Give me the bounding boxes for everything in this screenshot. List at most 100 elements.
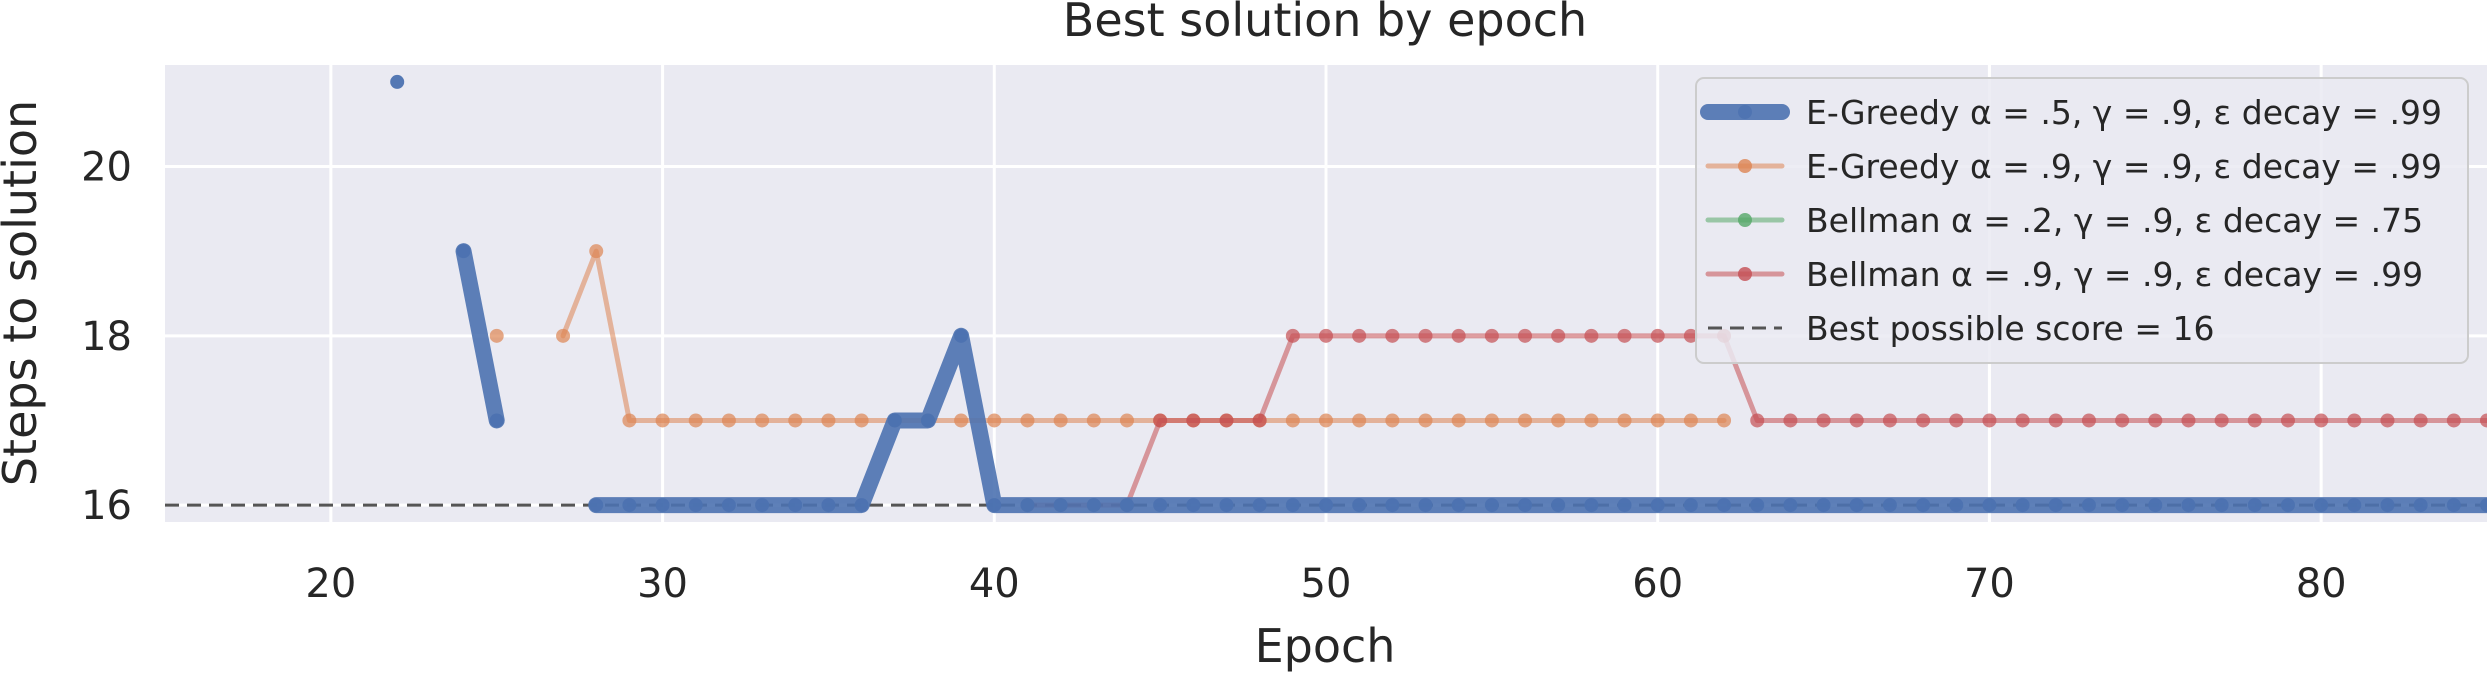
x-tick-label: 30: [637, 561, 688, 607]
data-point: [489, 413, 504, 428]
data-point: [1949, 413, 1964, 428]
data-point: [2446, 413, 2461, 428]
data-point: [1783, 498, 1798, 513]
data-point: [1717, 413, 1732, 428]
legend-marker: [1738, 213, 1752, 227]
data-point: [1418, 498, 1433, 513]
legend-box: [1695, 77, 2469, 364]
data-point: [1750, 498, 1765, 513]
x-tick-label: 80: [2296, 561, 2347, 607]
data-point: [589, 498, 604, 513]
data-point: [2148, 498, 2163, 513]
data-point: [1219, 413, 1234, 428]
data-point: [1849, 498, 1864, 513]
data-point: [655, 498, 670, 513]
legend-marker: [1738, 105, 1752, 119]
data-point: [489, 328, 504, 343]
data-point: [1319, 328, 1333, 343]
data-point: [2247, 413, 2262, 428]
data-point: [1617, 498, 1632, 513]
data-point: [1385, 498, 1400, 513]
data-point: [1717, 498, 1732, 513]
data-point: [1352, 498, 1367, 513]
data-point: [1186, 498, 1201, 513]
data-point: [1750, 413, 1765, 428]
data-point: [1451, 328, 1466, 343]
data-point: [755, 498, 770, 513]
data-point: [2314, 413, 2329, 428]
data-point: [2280, 498, 2295, 513]
data-point: [1683, 413, 1698, 428]
data-point: [2347, 413, 2362, 428]
data-point: [1518, 498, 1533, 513]
data-point: [2081, 413, 2096, 428]
x-tick-label: 60: [1632, 561, 1683, 607]
data-point: [1551, 413, 1566, 428]
data-point: [2380, 413, 2395, 428]
data-point: [1418, 328, 1433, 343]
data-point: [1518, 413, 1533, 428]
data-point: [1584, 413, 1599, 428]
data-point: [987, 413, 1002, 428]
data-point: [1982, 413, 1997, 428]
data-point: [2015, 498, 2030, 513]
data-point: [1186, 413, 1201, 428]
data-point: [854, 498, 869, 513]
data-point: [2280, 413, 2295, 428]
y-axis-label: Steps to solution: [0, 100, 47, 486]
y-tick-label: 18: [81, 314, 132, 360]
data-point: [1319, 413, 1333, 428]
data-point: [1086, 498, 1101, 513]
data-point: [954, 413, 969, 428]
data-point: [2115, 413, 2130, 428]
data-point: [2115, 498, 2130, 513]
data-point: [1916, 413, 1931, 428]
data-point: [2413, 498, 2428, 513]
data-point: [390, 74, 405, 89]
data-point: [1451, 413, 1466, 428]
data-point: [1153, 498, 1168, 513]
data-point: [1617, 328, 1632, 343]
data-point: [1982, 498, 1997, 513]
data-point: [1484, 498, 1499, 513]
data-point: [2181, 413, 2196, 428]
data-point: [622, 498, 637, 513]
x-tick-label: 20: [305, 561, 356, 607]
data-point: [1683, 328, 1698, 343]
data-point: [1352, 328, 1367, 343]
data-point: [1916, 498, 1931, 513]
data-point: [1551, 498, 1566, 513]
x-tick-label: 70: [1964, 561, 2015, 607]
data-point: [1617, 413, 1632, 428]
data-point: [920, 413, 935, 428]
series-4: [1020, 328, 2487, 513]
data-point: [1551, 328, 1566, 343]
y-tick-labels: 16 18 20: [81, 145, 132, 530]
data-point: [2480, 498, 2487, 513]
x-axis-label: Epoch: [1255, 619, 1396, 673]
legend-marker: [1738, 159, 1752, 173]
data-point: [721, 498, 736, 513]
data-point: [688, 498, 703, 513]
data-point: [1285, 498, 1300, 513]
data-point: [788, 498, 803, 513]
data-point: [821, 413, 836, 428]
data-point: [1584, 498, 1599, 513]
data-point: [2081, 498, 2096, 513]
series-line: [588, 327, 2487, 514]
data-point: [2314, 498, 2329, 513]
data-point: [1882, 413, 1897, 428]
data-point: [1451, 498, 1466, 513]
legend-label: E-Greedy α = .9, γ = .9, ε decay = .99: [1806, 147, 2442, 186]
legend-label: Bellman α = .9, γ = .9, ε decay = .99: [1806, 255, 2423, 294]
x-tick-labels: 20 30 40 50 60 70 80: [305, 561, 2346, 607]
data-point: [1518, 328, 1533, 343]
data-point: [1053, 413, 1068, 428]
data-point: [954, 328, 969, 343]
chart-title: Best solution by epoch: [1063, 0, 1587, 47]
series-line: [455, 243, 505, 429]
data-point: [821, 498, 836, 513]
x-tick-label: 40: [969, 561, 1020, 607]
data-point: [1650, 413, 1665, 428]
data-point: [1219, 498, 1234, 513]
